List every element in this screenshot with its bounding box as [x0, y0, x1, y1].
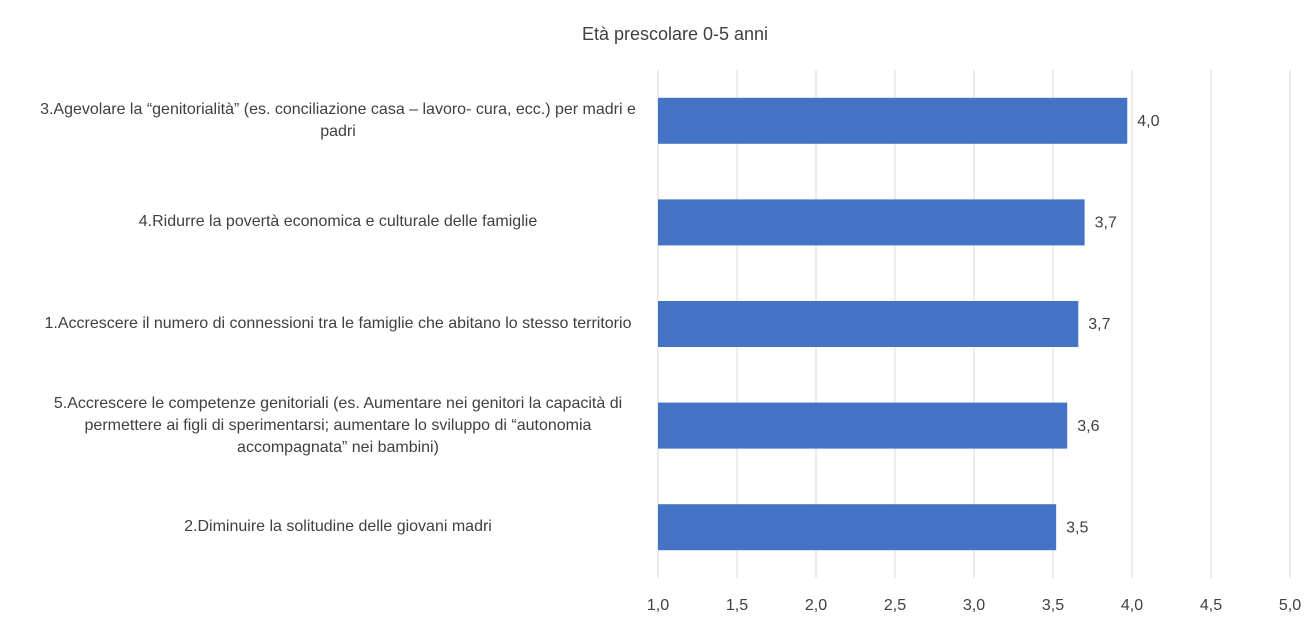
bar	[658, 97, 1128, 144]
bar	[658, 402, 1068, 449]
x-tick-label: 1,0	[647, 597, 669, 614]
x-tick-label: 4,5	[1200, 597, 1222, 614]
y-tick-label: 2.Diminuire la solitudine delle giovani …	[184, 518, 492, 536]
value-label: 3,5	[1066, 519, 1088, 536]
x-tick-label: 3,5	[1042, 597, 1064, 614]
x-tick-label: 1,5	[726, 597, 748, 614]
bar	[658, 199, 1085, 246]
x-tick-label: 2,5	[884, 597, 906, 614]
value-label: 3,7	[1095, 215, 1117, 232]
bar	[658, 504, 1057, 551]
value-label: 3,7	[1088, 316, 1110, 333]
y-tick-label: 5.Accrescere le competenze genitoriali (…	[53, 394, 623, 456]
x-tick-label: 3,0	[963, 597, 985, 614]
x-tick-label: 2,0	[805, 597, 827, 614]
y-tick-label: 3.Agevolare la “genitorialità” (es. conc…	[40, 100, 636, 140]
x-tick-label: 4,0	[1121, 597, 1143, 614]
y-tick-label: 1.Accrescere il numero di connessioni tr…	[44, 315, 632, 332]
y-tick-label: 4.Ridurre la povertà economica e cultura…	[138, 213, 538, 231]
value-label: 3,6	[1077, 418, 1099, 435]
value-label: 4,0	[1137, 113, 1159, 130]
chart-title: Età prescolare 0-5 anni	[582, 24, 768, 44]
bar	[658, 301, 1079, 347]
x-tick-label: 5,0	[1279, 597, 1301, 614]
